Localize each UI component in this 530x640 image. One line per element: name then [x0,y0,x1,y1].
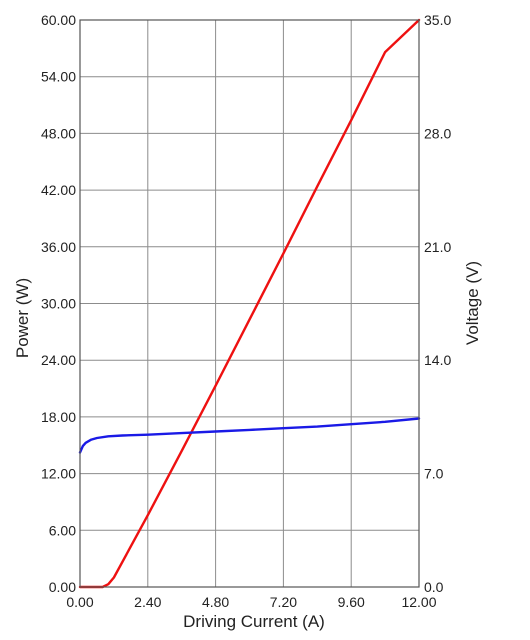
x-tick-label: 7.20 [270,594,297,610]
y-left-tick-label: 48.00 [41,125,76,141]
y-left-tick-label: 18.00 [41,409,76,425]
voltage-series-line [78,417,421,454]
y-right-tick-label: 7.0 [424,466,444,482]
y-left-tick-label: 24.00 [41,352,76,368]
plot-frame [79,19,420,588]
y-left-tick-label: 0.00 [49,579,76,595]
y-axis-left-title: Power (W) [13,278,32,358]
y-left-tick-label: 36.00 [41,239,76,255]
y-left-tick-label: 12.00 [41,466,76,482]
y-right-tick-label: 14.0 [424,352,451,368]
y-right-tick-label: 28.0 [424,125,451,141]
power-series-line [78,18,421,589]
y-left-tick-label: 54.00 [41,69,76,85]
series-layer [78,18,421,589]
y-axis-right-title: Voltage (V) [463,261,482,345]
x-tick-label: 4.80 [202,594,229,610]
y-right-tick-label: 35.0 [424,12,451,28]
y-left-tick-label: 42.00 [41,182,76,198]
y-left-tick-label: 30.00 [41,296,76,312]
x-tick-label: 0.00 [66,594,93,610]
y-right-tick-label: 0.0 [424,579,444,595]
x-tick-label: 12.00 [401,594,436,610]
x-tick-label: 9.60 [338,594,365,610]
y-left-tick-label: 60.00 [41,12,76,28]
x-tick-label: 2.40 [134,594,161,610]
tick-labels: 0.00 2.40 4.80 7.20 9.60 12.00 0.00 6.00 12.00 18… [41,12,452,610]
y-left-tick-label: 6.00 [49,522,76,538]
grid [79,19,420,588]
x-axis-title: Driving Current (A) [183,612,325,631]
y-right-tick-label: 21.0 [424,239,451,255]
